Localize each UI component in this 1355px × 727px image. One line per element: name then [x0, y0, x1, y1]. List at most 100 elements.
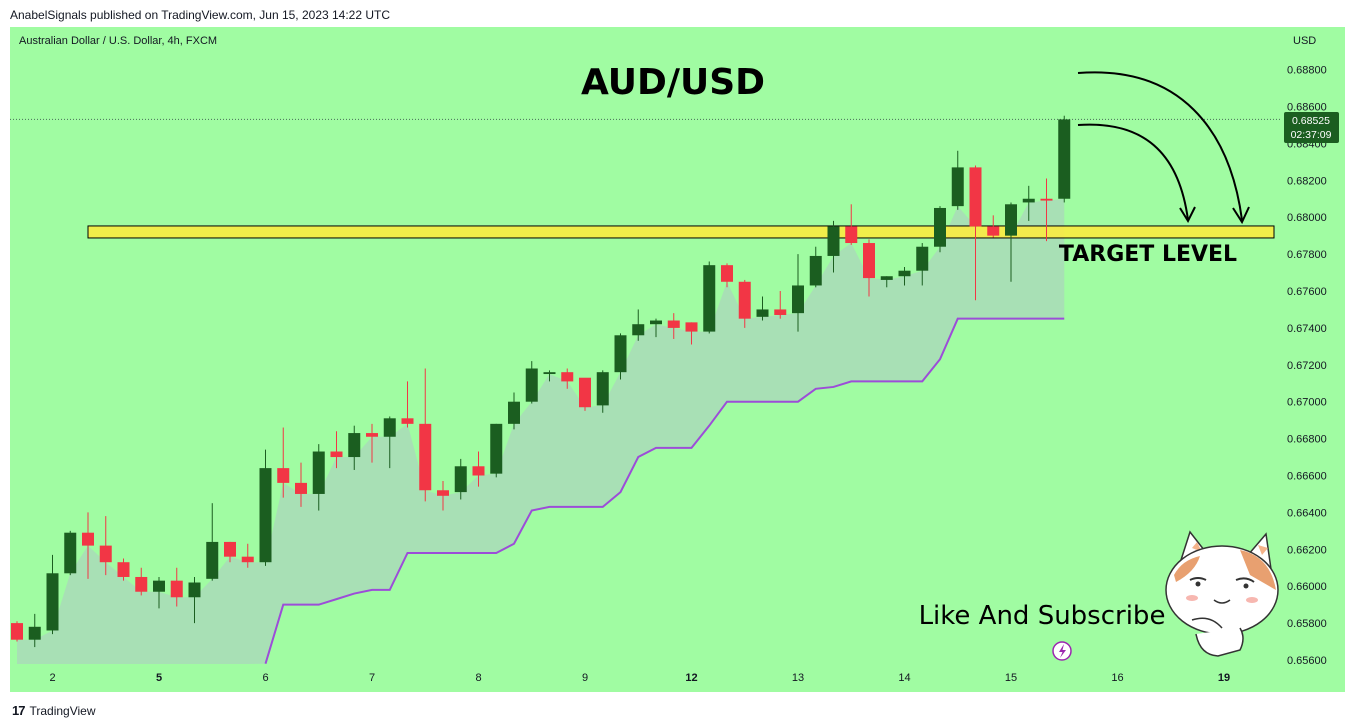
candle[interactable]: [845, 204, 858, 245]
candle[interactable]: [792, 254, 804, 332]
cat-mascot-icon: [1165, 530, 1279, 657]
candle[interactable]: [756, 296, 769, 321]
candle[interactable]: [312, 444, 325, 511]
candle[interactable]: [561, 368, 574, 389]
candle-body: [525, 368, 538, 402]
candle[interactable]: [11, 621, 23, 642]
candle[interactable]: [898, 267, 911, 286]
candle[interactable]: [490, 423, 503, 478]
candle[interactable]: [1022, 185, 1035, 221]
candle[interactable]: [721, 263, 733, 288]
supertrend-fill: [17, 198, 1065, 664]
candle-body: [934, 207, 946, 247]
candle[interactable]: [703, 261, 716, 334]
candle[interactable]: [1040, 178, 1053, 242]
candle[interactable]: [863, 239, 875, 297]
candle-body: [614, 335, 627, 373]
y-tick-label: 0.66800: [1287, 434, 1327, 446]
x-tick-label: 9: [582, 672, 588, 684]
candle-body: [1022, 198, 1035, 203]
candle[interactable]: [880, 276, 893, 288]
candle[interactable]: [987, 215, 1000, 238]
candle[interactable]: [667, 313, 680, 339]
candle[interactable]: [64, 530, 77, 576]
candle-body: [11, 623, 23, 640]
candle-body: [82, 532, 94, 546]
candle[interactable]: [650, 318, 662, 338]
candle[interactable]: [135, 567, 148, 596]
candle-body: [632, 324, 645, 336]
candle[interactable]: [508, 392, 520, 430]
candle[interactable]: [614, 333, 627, 380]
candle[interactable]: [188, 576, 201, 624]
candle[interactable]: [366, 423, 378, 463]
candle[interactable]: [330, 431, 343, 469]
candle[interactable]: [1005, 202, 1017, 282]
candle[interactable]: [295, 462, 307, 507]
candle-body: [703, 265, 716, 332]
candle[interactable]: [259, 449, 272, 566]
candle[interactable]: [153, 576, 165, 609]
candle[interactable]: [437, 481, 449, 511]
candle-body: [1005, 204, 1017, 236]
candle[interactable]: [685, 322, 698, 345]
footer-brand[interactable]: 17 TradingView: [12, 703, 96, 718]
candle[interactable]: [543, 370, 556, 382]
candle[interactable]: [224, 541, 236, 563]
candle[interactable]: [472, 451, 485, 487]
candle-body: [419, 423, 432, 491]
candle[interactable]: [46, 554, 59, 635]
candle[interactable]: [525, 361, 538, 404]
target-level-label: TARGET LEVEL: [1059, 242, 1237, 267]
x-tick-label: 5: [156, 672, 162, 684]
candle[interactable]: [170, 567, 183, 607]
candle[interactable]: [206, 503, 219, 581]
candle[interactable]: [383, 416, 396, 469]
candle[interactable]: [454, 458, 467, 500]
candle-body: [454, 466, 467, 493]
candle[interactable]: [401, 381, 414, 428]
candle-body: [170, 580, 183, 598]
candle[interactable]: [419, 368, 432, 502]
candle[interactable]: [809, 246, 822, 288]
candle-body: [880, 276, 893, 280]
candle[interactable]: [28, 613, 41, 648]
candle[interactable]: [934, 206, 946, 253]
candle[interactable]: [241, 543, 254, 568]
y-tick-label: 0.66000: [1287, 581, 1327, 593]
flash-icon[interactable]: [1052, 641, 1072, 661]
candle-body: [28, 626, 41, 640]
candle[interactable]: [99, 516, 112, 576]
candle[interactable]: [596, 370, 609, 413]
candle-body: [916, 246, 929, 271]
y-tick-label: 0.68000: [1287, 212, 1327, 224]
candle-body: [259, 468, 272, 563]
candle[interactable]: [738, 279, 751, 328]
candle[interactable]: [82, 512, 94, 579]
candle-body: [685, 322, 698, 332]
y-tick-label: 0.67600: [1287, 286, 1327, 298]
candle[interactable]: [951, 150, 964, 210]
target-level-zone: [87, 225, 1275, 239]
candle-body: [206, 541, 219, 579]
y-tick-label: 0.67000: [1287, 397, 1327, 409]
candle[interactable]: [1058, 115, 1071, 203]
candle-body: [792, 285, 804, 314]
candle[interactable]: [579, 377, 591, 411]
candle[interactable]: [827, 220, 840, 273]
candle[interactable]: [632, 309, 645, 341]
arrow-icon: [1077, 71, 1250, 225]
candle[interactable]: [348, 425, 361, 470]
candle[interactable]: [969, 165, 982, 301]
candle[interactable]: [117, 558, 130, 581]
candle[interactable]: [774, 291, 787, 319]
candle-body: [738, 281, 751, 319]
publish-line: AnabelSignals published on TradingView.c…: [10, 8, 391, 22]
symbol-label[interactable]: Australian Dollar / U.S. Dollar, 4h, FXC…: [19, 35, 218, 47]
candle[interactable]: [277, 427, 290, 498]
candle-body: [277, 468, 290, 483]
candle[interactable]: [916, 243, 929, 286]
y-tick-label: 0.68200: [1287, 175, 1327, 187]
candle-body: [330, 451, 343, 458]
